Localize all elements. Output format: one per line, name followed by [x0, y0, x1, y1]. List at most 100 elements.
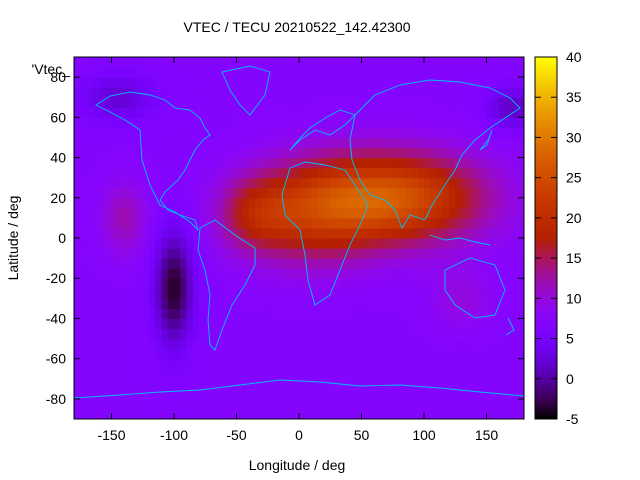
- heatmap-cell: [380, 398, 388, 410]
- heatmap-cell: [449, 167, 456, 179]
- heatmap-cell: [330, 147, 338, 159]
- heatmap-cell: [455, 217, 463, 229]
- heatmap-cell: [249, 217, 256, 229]
- heatmap-cell: [117, 398, 125, 410]
- heatmap-cell: [111, 67, 119, 78]
- heatmap-cell: [424, 398, 431, 410]
- heatmap-cell: [361, 278, 369, 289]
- heatmap-cell: [505, 87, 513, 98]
- heatmap-cell: [80, 107, 88, 118]
- heatmap-cell: [442, 308, 450, 320]
- heatmap-cell: [217, 308, 225, 320]
- heatmap-cell: [342, 117, 350, 128]
- heatmap-cell: [424, 77, 431, 88]
- heatmap-cell: [124, 67, 131, 78]
- heatmap-cell: [99, 57, 106, 68]
- heatmap-cell: [349, 97, 356, 108]
- heatmap-cell: [336, 227, 344, 239]
- heatmap-cell: [299, 258, 306, 269]
- heatmap-cell: [317, 378, 325, 390]
- heatmap-cell: [255, 197, 263, 209]
- heatmap-cell: [474, 298, 481, 309]
- heatmap-cell: [267, 167, 275, 179]
- heatmap-cell: [467, 77, 475, 88]
- heatmap-cell: [267, 137, 275, 149]
- heatmap-cell: [180, 167, 188, 179]
- heatmap-cell: [511, 157, 519, 169]
- heatmap-cell: [174, 217, 181, 229]
- heatmap-cell: [374, 278, 381, 289]
- heatmap-cell: [105, 368, 113, 380]
- heatmap-cell: [180, 217, 188, 229]
- heatmap-cell: [74, 258, 81, 269]
- heatmap-cell: [336, 278, 344, 289]
- heatmap-cell: [430, 77, 438, 88]
- heatmap-cell: [105, 97, 113, 108]
- heatmap-cell: [461, 127, 469, 139]
- heatmap-cell: [361, 157, 369, 169]
- heatmap-cell: [399, 338, 406, 350]
- heatmap-cell: [80, 348, 88, 360]
- heatmap-cell: [267, 227, 275, 239]
- heatmap-cell: [424, 67, 431, 78]
- heatmap-cell: [86, 167, 94, 179]
- heatmap-cell: [336, 258, 344, 269]
- heatmap-cell: [517, 318, 524, 330]
- heatmap-cell: [492, 238, 500, 249]
- heatmap-cell: [349, 378, 356, 390]
- heatmap-cell: [99, 157, 106, 169]
- heatmap-cell: [467, 97, 475, 108]
- heatmap-cell: [417, 157, 425, 169]
- heatmap-cell: [486, 378, 494, 390]
- heatmap-cell: [249, 388, 256, 400]
- heatmap-cell: [392, 348, 400, 360]
- heatmap-cell: [155, 207, 163, 219]
- heatmap-cell: [299, 87, 306, 98]
- heatmap-cell: [480, 197, 488, 209]
- heatmap-cell: [361, 57, 369, 68]
- heatmap-cell: [342, 288, 350, 299]
- heatmap-cell: [467, 147, 475, 159]
- heatmap-cell: [217, 87, 225, 98]
- heatmap-cell: [399, 318, 406, 330]
- heatmap-cell: [367, 338, 375, 350]
- heatmap-cell: [161, 408, 169, 419]
- heatmap-cell: [111, 368, 119, 380]
- heatmap-cell: [399, 298, 406, 309]
- heatmap-cell: [224, 57, 231, 68]
- heatmap-cell: [511, 217, 519, 229]
- heatmap-cell: [255, 147, 263, 159]
- heatmap-cell: [305, 298, 313, 309]
- heatmap-cell: [311, 197, 319, 209]
- heatmap-cell: [199, 77, 206, 88]
- heatmap-cell: [424, 268, 431, 279]
- heatmap-cell: [392, 97, 400, 108]
- heatmap-cell: [161, 368, 169, 380]
- heatmap-cell: [374, 318, 381, 330]
- heatmap-cell: [174, 298, 181, 309]
- heatmap-cell: [355, 278, 363, 289]
- heatmap-cell: [280, 147, 288, 159]
- heatmap-cell: [480, 77, 488, 88]
- heatmap-cell: [217, 147, 225, 159]
- heatmap-cell: [424, 127, 431, 139]
- heatmap-cell: [374, 147, 381, 159]
- heatmap-cell: [255, 378, 263, 390]
- heatmap-cell: [511, 167, 519, 179]
- heatmap-cell: [136, 77, 144, 88]
- heatmap-cell: [305, 117, 313, 128]
- heatmap-cell: [117, 127, 125, 139]
- heatmap-cell: [386, 318, 394, 330]
- heatmap-cell: [355, 127, 363, 139]
- heatmap-cell: [380, 97, 388, 108]
- heatmap-cell: [399, 227, 406, 239]
- heatmap-cell: [280, 388, 288, 400]
- heatmap-cell: [261, 358, 269, 370]
- heatmap-cell: [86, 177, 94, 189]
- heatmap-cell: [430, 258, 438, 269]
- heatmap-cell: [449, 197, 456, 209]
- heatmap-cell: [386, 107, 394, 118]
- heatmap-cell: [136, 378, 144, 390]
- heatmap-cell: [342, 167, 350, 179]
- heatmap-cell: [236, 368, 244, 380]
